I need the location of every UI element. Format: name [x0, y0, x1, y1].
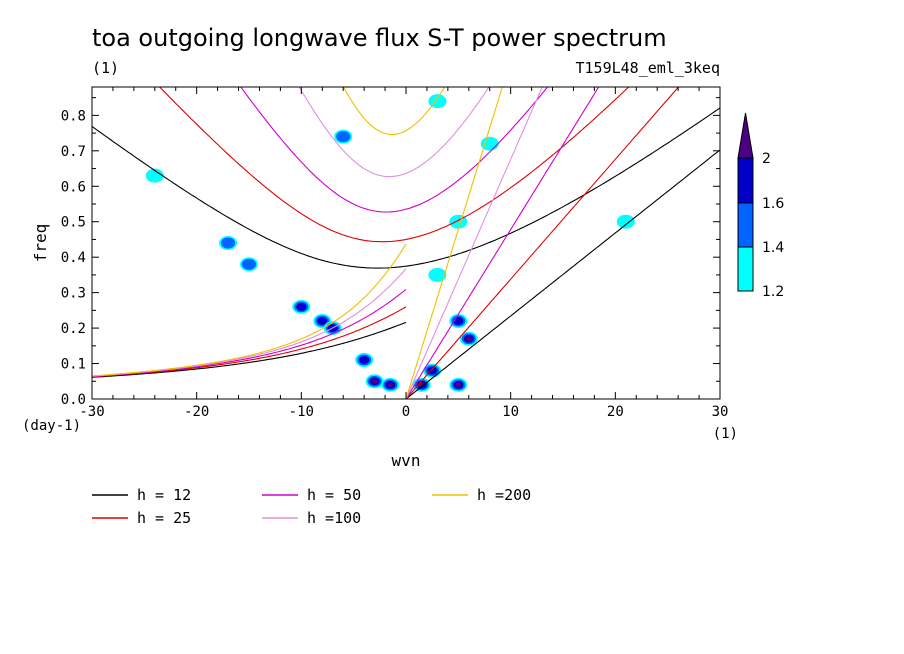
colorbar-band [737, 157, 754, 204]
colorbar-label: 1.2 [762, 284, 784, 300]
colorbar-arrow [737, 112, 754, 159]
y-tick-label: 0.8 [61, 108, 86, 124]
spectral-peak [336, 131, 351, 143]
spectral-peak [387, 382, 394, 388]
colorbar-label: 2 [762, 151, 771, 167]
y-tick-label: 0.2 [61, 321, 86, 337]
y-tick-label: 0.6 [61, 179, 86, 195]
spectral-peak [465, 336, 472, 342]
y-tick-label: 0.3 [61, 286, 86, 302]
y-unit-label: (day-1) [22, 418, 81, 434]
x-tick-label: -10 [289, 404, 314, 420]
inertia-gravity-curve [342, 87, 446, 136]
kelvin-curve [405, 87, 600, 399]
kelvin-curve [405, 87, 680, 399]
spectral-peak [455, 382, 462, 388]
legend-label: h =100 [307, 509, 361, 527]
x-tick-label: 10 [502, 404, 519, 420]
dispersion-curves [92, 87, 720, 399]
legend-label: h =200 [477, 486, 531, 504]
mixed-rossby-gravity-curve [92, 306, 407, 378]
y-tick-label: 0.1 [61, 357, 86, 373]
chart-subtitle-right: T159L48_eml_3keq [576, 59, 721, 77]
legend-label: h = 25 [137, 509, 191, 527]
kelvin-curve [405, 149, 720, 399]
colorbar: 1.2 1.4 1.6 2 [737, 112, 784, 300]
chart-title: toa outgoing longwave flux S-T power spe… [92, 24, 667, 52]
inertia-gravity-curve [240, 87, 549, 213]
colorbar-label: 1.6 [762, 196, 784, 212]
spectral-peak [359, 356, 370, 364]
kelvin-curve [405, 87, 503, 399]
inertia-gravity-curve [92, 107, 720, 269]
spectral-peak [371, 378, 378, 384]
x-tick-label: -30 [79, 404, 104, 420]
inertia-gravity-curve [158, 87, 630, 243]
spectral-peak [317, 317, 328, 325]
y-tick-label: 0.5 [61, 215, 86, 231]
y-axis-label: freq [31, 224, 50, 263]
kelvin-curve [405, 87, 543, 399]
spectral-peak [616, 214, 635, 229]
spectrum-contours [145, 94, 635, 392]
axis-ticks: -30 -20 -10 0 10 20 30 0.0 0.1 0.2 0.3 0.4 0.5 0.6 0.7… [61, 87, 729, 420]
x-tick-label: 20 [607, 404, 624, 420]
spectral-peak [296, 302, 307, 311]
spectral-peak [241, 258, 257, 270]
y-tick-label: 0.7 [61, 144, 86, 160]
x-unit-label: (1) [713, 426, 738, 442]
colorbar-label: 1.4 [762, 240, 784, 256]
x-axis-label: wvn [392, 451, 421, 470]
x-tick-label: -20 [184, 404, 209, 420]
chart-subtitle-left: (1) [92, 59, 119, 77]
spectral-peak [453, 317, 464, 325]
y-tick-label: 0.0 [61, 392, 86, 408]
mixed-rossby-gravity-curve [92, 243, 407, 377]
legend: h = 12 h = 25 h = 50 h =100 h =200 [92, 486, 531, 527]
spectral-peak [221, 237, 236, 249]
inertia-gravity-curve [298, 87, 490, 178]
mixed-rossby-gravity-curve [92, 321, 407, 378]
y-tick-label: 0.4 [61, 250, 86, 266]
colorbar-band [737, 246, 754, 292]
x-tick-label: 0 [402, 404, 410, 420]
legend-label: h = 12 [137, 486, 191, 504]
spectral-peak [428, 267, 447, 282]
x-tick-label: 30 [712, 404, 729, 420]
spectral-peak [145, 168, 164, 183]
legend-label: h = 50 [307, 486, 361, 504]
colorbar-band [737, 202, 754, 248]
plot-frame [91, 86, 721, 400]
